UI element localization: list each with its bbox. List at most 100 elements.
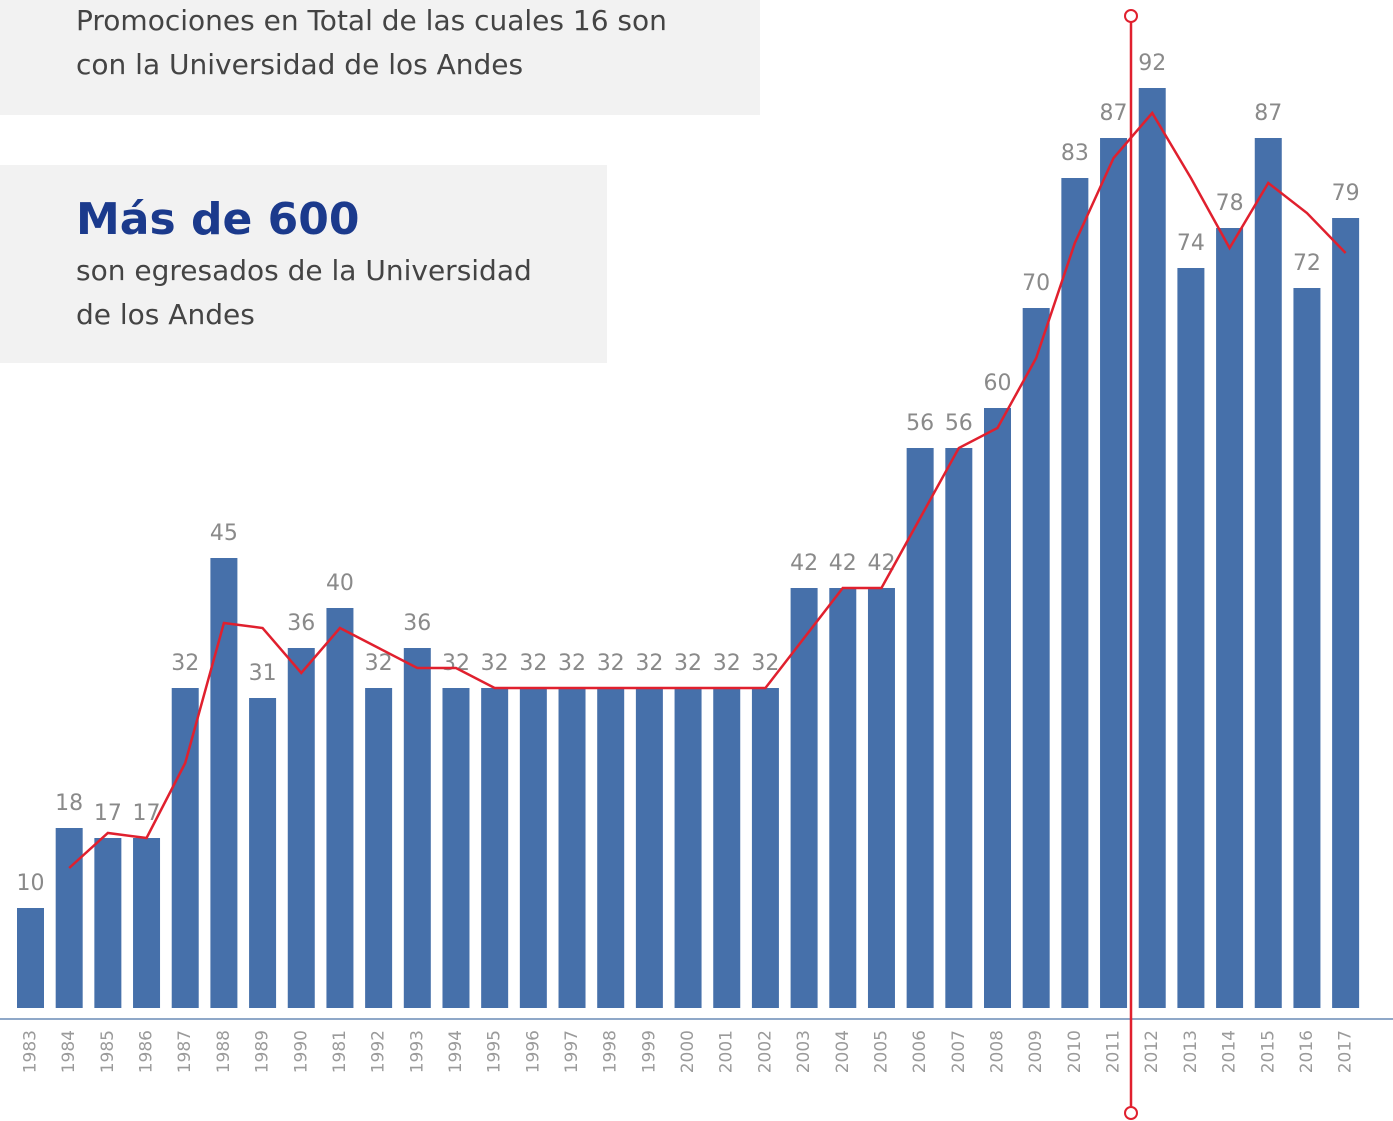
x-tick-label: 2011 xyxy=(1104,1030,1124,1073)
x-tick-label: 2005 xyxy=(871,1030,891,1073)
bar xyxy=(945,448,973,1008)
x-tick-label: 2013 xyxy=(1181,1030,1201,1073)
bar xyxy=(713,688,741,1008)
bar xyxy=(867,588,895,1008)
value-label: 83 xyxy=(1061,141,1089,166)
x-tick-label: 1996 xyxy=(523,1030,543,1073)
value-label: 17 xyxy=(133,801,161,826)
bar xyxy=(984,408,1011,1008)
value-label: 32 xyxy=(713,651,741,676)
bar xyxy=(790,588,818,1008)
value-label: 87 xyxy=(1100,101,1128,126)
trend-line xyxy=(68,110,1347,869)
x-tick-label: 2004 xyxy=(833,1030,853,1073)
note-title: Más de 600 xyxy=(76,194,360,245)
value-label: 74 xyxy=(1177,231,1205,256)
bar xyxy=(365,688,393,1008)
bar xyxy=(674,688,702,1008)
bar xyxy=(1100,138,1128,1008)
x-tick-label: 2002 xyxy=(755,1030,775,1073)
x-tick-label: 1990 xyxy=(291,1030,311,1073)
value-label: 72 xyxy=(1293,251,1321,276)
note-text: con la Universidad de los Andes xyxy=(76,48,523,81)
x-tick-label: 2010 xyxy=(1065,1030,1085,1073)
x-tick-label: 1998 xyxy=(601,1030,621,1073)
value-label: 87 xyxy=(1254,101,1282,126)
x-tick-label: 2003 xyxy=(794,1030,814,1073)
x-tick-label: 1989 xyxy=(253,1030,273,1073)
bar xyxy=(635,688,663,1008)
bar xyxy=(171,688,199,1008)
bar xyxy=(1177,268,1205,1008)
x-tick-label: 2017 xyxy=(1336,1030,1356,1073)
bar xyxy=(133,838,161,1008)
x-tick-label: 1992 xyxy=(369,1030,389,1073)
value-label: 42 xyxy=(790,551,818,576)
x-tick-label: 1993 xyxy=(407,1030,427,1073)
x-tick-label: 2016 xyxy=(1297,1030,1317,1073)
value-label: 32 xyxy=(519,651,547,676)
bar xyxy=(1138,88,1166,1008)
bar xyxy=(481,688,509,1008)
value-label: 56 xyxy=(906,411,934,436)
x-tick-label: 2015 xyxy=(1258,1030,1278,1073)
bar xyxy=(55,828,83,1008)
bar xyxy=(442,688,470,1008)
value-label: 32 xyxy=(597,651,625,676)
x-tick-label: 2001 xyxy=(717,1030,737,1073)
bar xyxy=(326,608,354,1008)
note-text: de los Andes xyxy=(76,298,255,331)
bar xyxy=(519,688,547,1008)
x-tick-label: 1986 xyxy=(137,1030,157,1073)
x-tick-label: 2007 xyxy=(949,1030,969,1073)
bar xyxy=(403,648,431,1008)
x-tick-label: 1984 xyxy=(59,1030,79,1073)
value-label: 36 xyxy=(403,611,431,636)
x-tick-label: 1988 xyxy=(214,1030,234,1073)
value-label: 32 xyxy=(481,651,509,676)
value-label: 79 xyxy=(1332,181,1360,206)
bar xyxy=(906,448,934,1008)
note-text: son egresados de la Universidad xyxy=(76,254,532,287)
value-label: 32 xyxy=(635,651,663,676)
value-label: 45 xyxy=(210,521,238,546)
divider-end xyxy=(1124,1106,1138,1120)
bar xyxy=(829,588,857,1008)
bar xyxy=(1022,308,1050,1008)
divider-end xyxy=(1124,9,1138,23)
bar xyxy=(597,688,625,1008)
x-tick-label: 1997 xyxy=(562,1030,582,1073)
x-tick-label: 2012 xyxy=(1142,1030,1162,1073)
x-tick-label: 2000 xyxy=(678,1030,698,1073)
value-label: 32 xyxy=(365,651,393,676)
value-label: 78 xyxy=(1216,191,1244,216)
x-tick-label: 1983 xyxy=(21,1030,41,1073)
x-tick-label: 2009 xyxy=(1026,1030,1046,1073)
bar xyxy=(210,558,238,1008)
x-tick-label: 2014 xyxy=(1220,1030,1240,1073)
value-label: 32 xyxy=(674,651,702,676)
bar xyxy=(1216,228,1244,1008)
value-label: 42 xyxy=(829,551,857,576)
value-label: 32 xyxy=(751,651,779,676)
note-text: Promociones en Total de las cuales 16 so… xyxy=(76,4,667,37)
x-tick-label: 1995 xyxy=(485,1030,505,1073)
x-tick-label: 1985 xyxy=(98,1030,118,1073)
value-label: 31 xyxy=(249,661,277,686)
x-tick-label: 1987 xyxy=(175,1030,195,1073)
bar xyxy=(249,698,277,1008)
bar xyxy=(558,688,586,1008)
value-label: 32 xyxy=(558,651,586,676)
value-label: 60 xyxy=(984,371,1012,396)
value-label: 17 xyxy=(94,801,122,826)
x-tick-label: 2006 xyxy=(910,1030,930,1073)
note-box xyxy=(0,0,760,115)
value-label: 92 xyxy=(1138,51,1166,76)
value-label: 32 xyxy=(171,651,199,676)
bar xyxy=(287,648,315,1008)
value-label: 40 xyxy=(326,571,354,596)
bar xyxy=(94,838,122,1008)
bar xyxy=(1061,178,1089,1008)
bar xyxy=(1254,138,1282,1008)
